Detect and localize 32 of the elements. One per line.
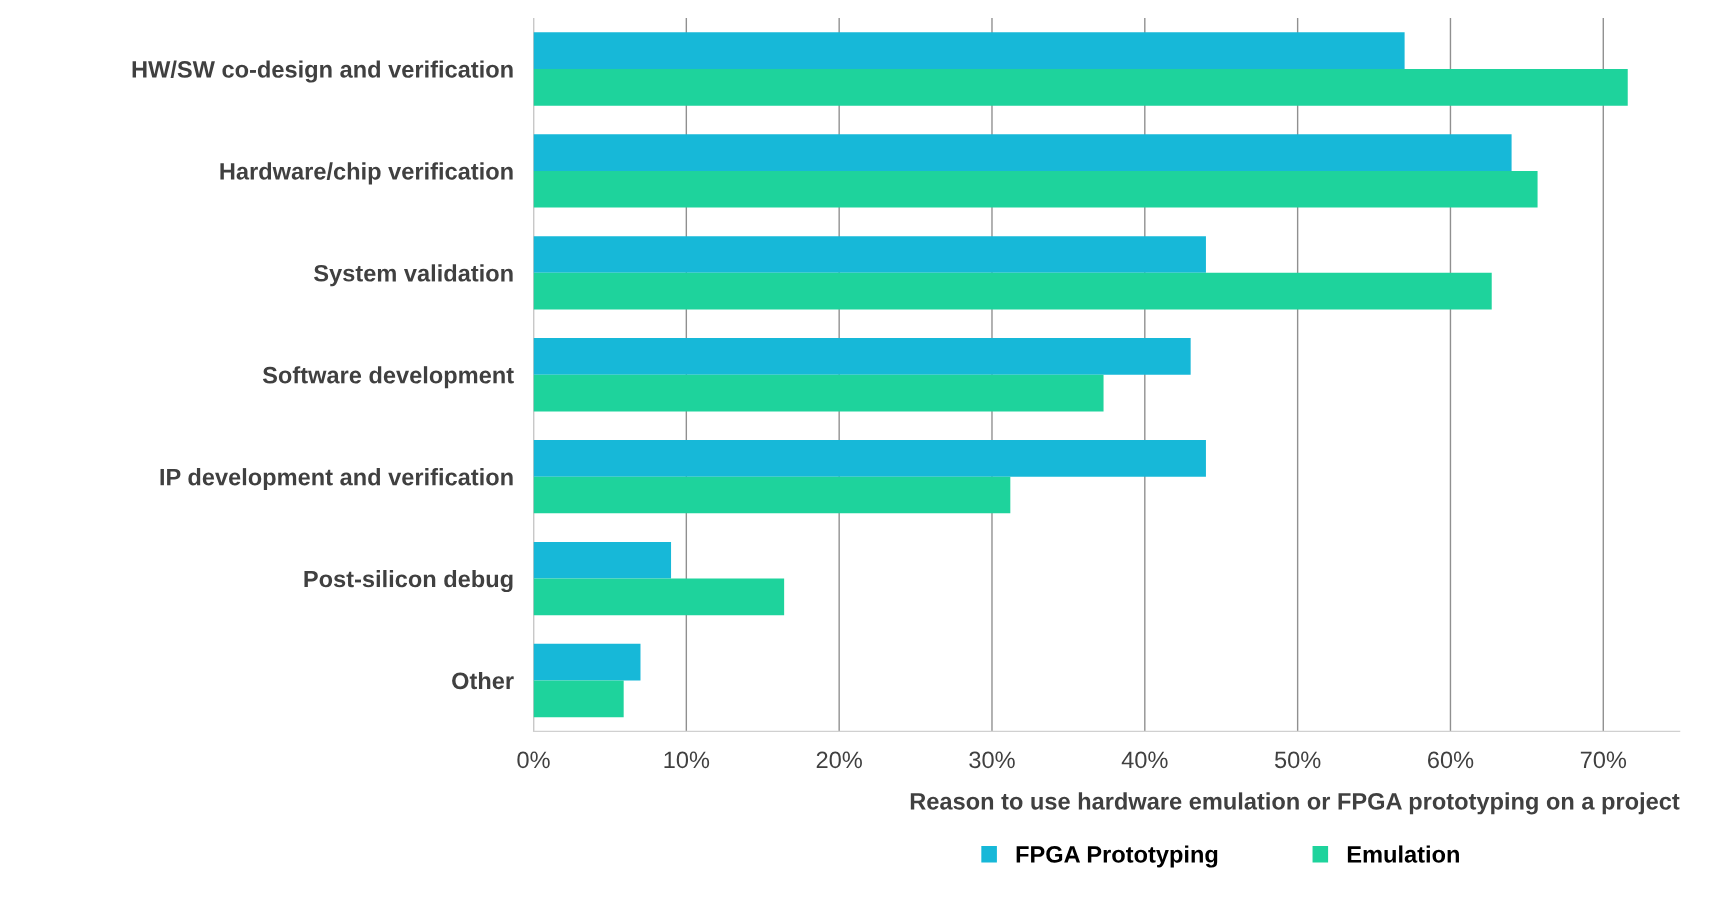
bar <box>533 69 1628 106</box>
bar <box>533 578 785 616</box>
bar <box>533 338 1191 375</box>
x-tick-label: 40% <box>1121 751 1168 769</box>
y-tick-label: Other <box>452 671 514 690</box>
y-tick-label: IP development and verification <box>160 468 513 491</box>
y-tick-label: Post-silicon debug <box>304 570 513 593</box>
bar <box>533 476 1011 514</box>
bar <box>533 236 1206 273</box>
bar <box>533 374 1104 412</box>
x-tick-label: 60% <box>1428 751 1474 769</box>
x-tick-label: 20% <box>816 751 862 769</box>
bar <box>533 32 1405 70</box>
x-tick-label: 50% <box>1274 751 1321 769</box>
bar <box>533 541 672 579</box>
x-tick-label: 0% <box>517 751 550 769</box>
y-tick-label: Software development <box>262 366 514 389</box>
legend-label: FPGA Prototyping <box>1016 845 1218 868</box>
x-axis-title: Reason to use hardware emulation or FPGA prototyping on a project <box>910 792 1680 815</box>
y-tick-label: System validation <box>313 264 513 287</box>
bar <box>533 134 1512 171</box>
y-tick-label: Hardware/chip verification <box>220 162 513 185</box>
bar <box>533 680 624 718</box>
x-tick-label: 70% <box>1580 751 1627 769</box>
bar <box>533 439 1206 477</box>
x-tick-label: 10% <box>664 751 710 769</box>
y-tick-label: HW/SW co-design and verification <box>132 60 513 83</box>
x-tick-label: 30% <box>969 751 1015 769</box>
bar <box>533 643 641 681</box>
bar <box>533 272 1492 310</box>
bar <box>533 170 1538 208</box>
legend-label: Emulation <box>1347 845 1459 863</box>
